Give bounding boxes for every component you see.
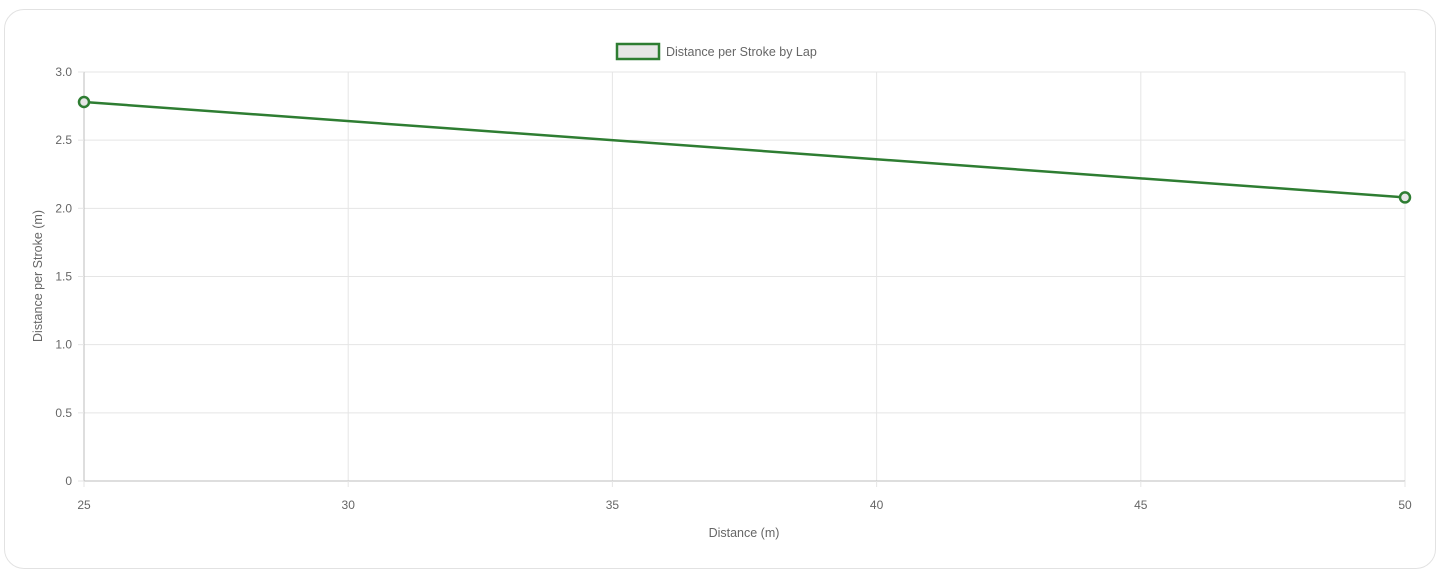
y-tick-label: 0 — [65, 474, 72, 488]
legend-swatch — [615, 42, 661, 61]
x-tick-label: 30 — [342, 498, 356, 512]
series-distance-per-stroke — [77, 95, 1412, 204]
y-tick-label: 1.5 — [55, 270, 72, 284]
x-tick-label: 25 — [77, 498, 91, 512]
y-tick-label: 3.0 — [55, 65, 72, 79]
chart-card — [4, 9, 1436, 569]
x-tick-label: 50 — [1398, 498, 1412, 512]
series-line — [83, 100, 1406, 199]
legend-label: Distance per Stroke by Lap — [666, 45, 817, 59]
x-tick-label: 35 — [606, 498, 620, 512]
x-axis-title: Distance (m) — [709, 526, 780, 540]
x-tick-label: 45 — [1134, 498, 1148, 512]
y-tick-label: 2.5 — [55, 133, 72, 147]
y-axis-title: Distance per Stroke (m) — [31, 210, 45, 342]
chart-grid — [84, 71, 1406, 481]
x-axis-ticks: 25 30 35 40 45 50 — [77, 481, 1412, 512]
y-tick-label: 2.0 — [55, 201, 72, 215]
chart-legend[interactable]: Distance per Stroke by Lap — [615, 42, 817, 61]
y-tick-label: 1.0 — [55, 338, 72, 352]
y-axis-ticks: 0 0.5 1.0 1.5 2.0 2.5 3.0 — [55, 65, 84, 488]
data-point[interactable] — [1398, 191, 1412, 204]
x-tick-label: 40 — [870, 498, 884, 512]
y-tick-label: 0.5 — [55, 406, 72, 420]
data-point[interactable] — [77, 95, 91, 109]
